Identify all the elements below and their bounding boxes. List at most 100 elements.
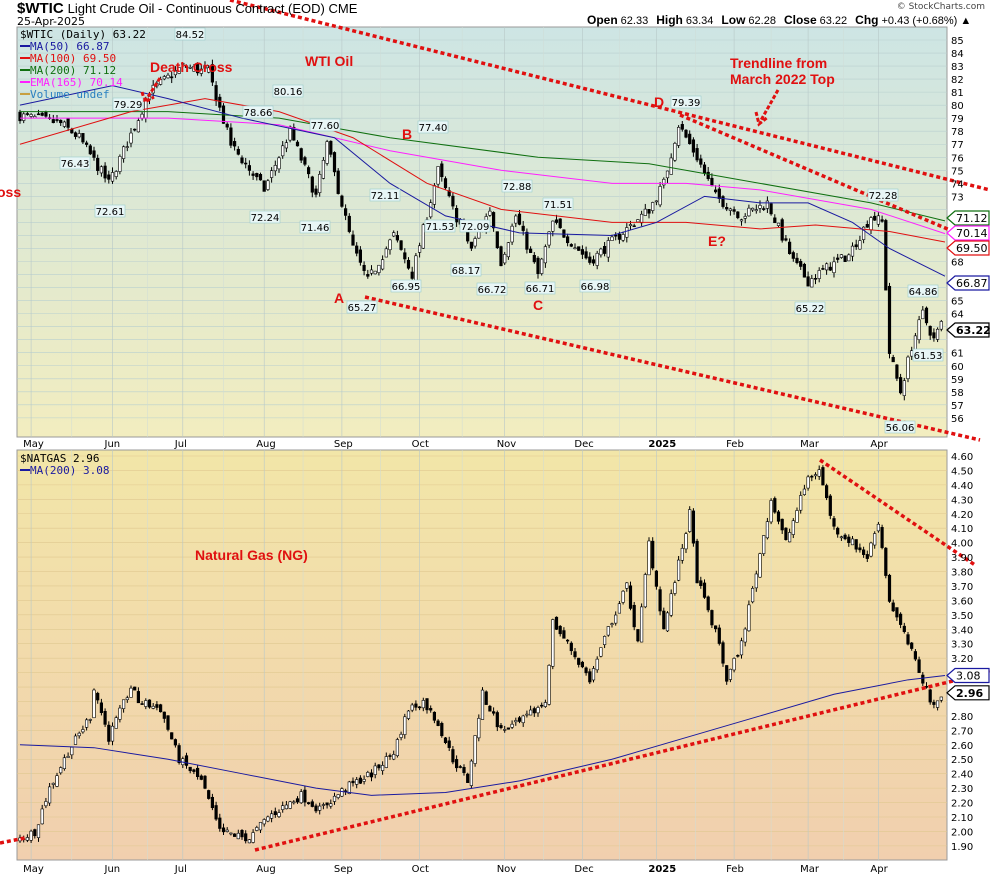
price-callout: 76.43 xyxy=(61,159,90,170)
candle-body xyxy=(196,64,200,74)
candle-body xyxy=(625,582,629,589)
candle-body xyxy=(861,549,866,555)
candle-body xyxy=(828,266,832,271)
candle-body xyxy=(614,614,618,624)
candle-body xyxy=(503,729,507,731)
candle-body xyxy=(750,207,755,211)
candle-body xyxy=(199,775,203,780)
candle-body xyxy=(192,769,196,772)
chart-annotation: B xyxy=(402,126,412,142)
value-badge xyxy=(946,322,990,338)
candle-body xyxy=(654,200,658,203)
candle-body xyxy=(25,837,30,841)
candle-body xyxy=(488,705,492,712)
candle-body xyxy=(369,269,374,274)
candle-body xyxy=(170,76,174,79)
candle-body xyxy=(717,188,721,199)
candle-body xyxy=(292,801,296,804)
candle-body xyxy=(802,488,806,495)
y-tick-label: 82 xyxy=(951,75,964,86)
candle-body xyxy=(865,224,869,228)
y-tick-label: 1.90 xyxy=(951,842,973,853)
candle-body xyxy=(728,668,732,680)
candle-body xyxy=(362,264,366,271)
candle-body xyxy=(739,219,744,222)
y-tick-label: 4.20 xyxy=(951,510,973,521)
candle-body xyxy=(136,691,141,704)
candle-body xyxy=(565,639,570,642)
candle-body xyxy=(133,686,137,691)
candle-body xyxy=(36,824,41,838)
price-callout: 61.53 xyxy=(914,351,943,362)
candle-body xyxy=(747,604,751,632)
candle-body xyxy=(617,603,621,614)
price-callout: 77.60 xyxy=(311,121,340,132)
candle-body xyxy=(462,766,466,773)
candle-body xyxy=(269,170,274,178)
x-tick-label: 2025 xyxy=(648,864,676,875)
price-callout-box xyxy=(907,284,939,298)
candle-body xyxy=(406,710,411,719)
candle-body xyxy=(636,219,640,223)
candle-body xyxy=(484,691,488,705)
price-callout: 79.39 xyxy=(672,98,701,109)
candle-body xyxy=(514,720,518,723)
y-tick-label: 73 xyxy=(951,192,964,203)
candle-body xyxy=(665,170,670,179)
candle-body xyxy=(688,133,692,145)
y-tick-label: 58 xyxy=(951,388,964,399)
price-callout-box xyxy=(476,282,508,296)
candle-body xyxy=(839,536,843,539)
candle-body xyxy=(488,210,492,216)
candle-body xyxy=(266,816,270,822)
candle-body xyxy=(924,307,929,324)
value-badge-label: 2.96 xyxy=(956,687,983,700)
x-tick-label: May xyxy=(23,439,44,450)
candle-body xyxy=(480,689,485,720)
y-tick-label: 79 xyxy=(951,114,964,125)
candle-body xyxy=(769,500,773,523)
candle-body xyxy=(207,790,211,799)
candle-body xyxy=(325,802,329,806)
candle-body xyxy=(939,321,943,330)
candle-body xyxy=(754,573,758,589)
candle-body xyxy=(836,527,840,535)
candle-body xyxy=(380,765,385,771)
candle-body xyxy=(921,309,925,320)
candle-body xyxy=(18,111,22,122)
candle-body xyxy=(632,604,636,628)
y-tick-label: 83 xyxy=(951,62,964,73)
copyright: © StockCharts.com xyxy=(897,2,985,12)
candle-body xyxy=(218,96,222,108)
candle-body xyxy=(628,224,633,227)
candle-body xyxy=(366,772,370,777)
candle-body xyxy=(129,132,133,144)
x-tick-label: Aug xyxy=(256,439,276,450)
candle-body xyxy=(636,629,640,642)
candle-body xyxy=(395,235,400,241)
candle-body xyxy=(88,719,92,721)
ohlc-key: Low xyxy=(721,13,746,27)
candle-body xyxy=(266,180,270,190)
y-tick-label: 3.80 xyxy=(951,568,973,579)
chart-annotation: D xyxy=(654,94,664,110)
legend-entry: $NATGAS 2.96 xyxy=(20,452,99,465)
candle-body xyxy=(162,76,166,80)
candle-body xyxy=(318,805,322,811)
x-tick-label: Jul xyxy=(174,864,187,875)
price-callout-box xyxy=(174,27,206,41)
legend-entry: $WTIC (Daily) 63.22 xyxy=(20,28,146,41)
candle-body xyxy=(699,580,703,586)
candle-body xyxy=(906,356,910,379)
candle-body xyxy=(528,709,533,716)
candle-body xyxy=(443,737,448,743)
candle-body xyxy=(591,259,596,264)
candle-body xyxy=(273,811,277,816)
arrow-icon xyxy=(754,89,780,127)
candle-body xyxy=(351,234,355,246)
candle-body xyxy=(765,200,769,209)
candle-body xyxy=(517,213,522,225)
y-tick-label: 3.20 xyxy=(951,654,973,665)
